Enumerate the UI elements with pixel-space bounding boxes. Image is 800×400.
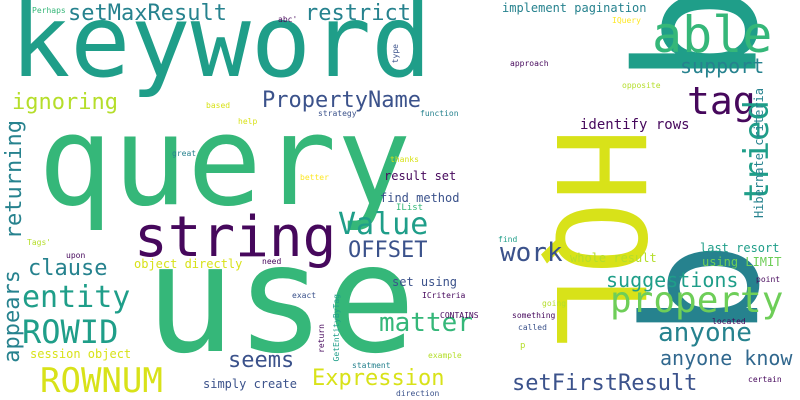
word-return: return [317, 324, 326, 353]
word-get-entity-by-tag: GetEntityByTag [332, 294, 341, 362]
word-find: find [498, 235, 518, 244]
word-object-directly: object directly [134, 257, 243, 271]
word-support: support [680, 54, 765, 78]
word-session-object: session object [30, 347, 132, 361]
word-ilist: IList [396, 203, 424, 213]
word-something: something [512, 311, 556, 320]
word-suggestions: suggestions [606, 268, 739, 292]
word-anyone-know: anyone know [660, 346, 793, 370]
word-appears: appears [0, 270, 25, 363]
word-identify-rows: identify rows [580, 117, 690, 133]
word-anyone: anyone [658, 318, 752, 348]
word-q-top: q [624, 0, 800, 84]
word-last-resort: last resort [700, 241, 780, 255]
word-function: function [420, 109, 459, 118]
word-example: example [428, 351, 462, 360]
word-property-name: PropertyName [262, 88, 421, 113]
word-better: better [300, 173, 329, 182]
word-opposite: opposite [622, 81, 661, 90]
word-clause: clause [28, 256, 108, 281]
word-whole-result: whole result [570, 251, 657, 265]
word-going: going [542, 299, 567, 308]
word-simply-create: simply create [203, 377, 297, 391]
word-find-method: find method [380, 191, 460, 205]
word-returning: returning [2, 120, 27, 240]
word-iquery: IQuery [612, 16, 641, 25]
word-direction: direction [396, 389, 440, 398]
word-called: called [518, 323, 547, 332]
word-approach: approach [510, 59, 549, 68]
word-hibernate-criteria: Hibernate criteria [752, 88, 766, 219]
word-p: p [520, 341, 526, 351]
word-able: able [652, 6, 773, 64]
word-implement-pagination: implement pagination [502, 1, 647, 15]
word-upon: upon [66, 251, 86, 260]
word-based: based [206, 101, 231, 110]
word-keyword: keyword [10, 0, 432, 100]
word-type: type [391, 44, 400, 64]
word-rownum: ROWNUM [40, 361, 163, 400]
word-matter: matter [379, 308, 473, 338]
word-tag: tag [687, 79, 756, 123]
word-set-first-result: setFirstResult [512, 371, 698, 396]
word-exact: exact [292, 291, 317, 300]
word-rowid: ROWID [22, 313, 119, 351]
word-value: Value [338, 207, 429, 242]
word-seems: seems [228, 348, 295, 373]
word-using-limit: using LIMIT [702, 255, 782, 269]
word-great: great [172, 149, 197, 158]
word-tags: Tags' [27, 238, 52, 247]
word-string: string [134, 205, 337, 270]
word-point: point [756, 275, 781, 284]
word-need: need [262, 257, 282, 266]
word-query: query [38, 90, 412, 234]
word-contains: CONTAINS [440, 311, 479, 320]
word-ignoring: ignoring [12, 90, 118, 115]
word-q-bottom: q [632, 240, 800, 337]
word-certain: certain [748, 375, 782, 384]
word-expression: Expression [312, 366, 445, 391]
word-icriteria: ICriteria [422, 291, 466, 300]
word-help: help [238, 117, 258, 126]
word-set-using: set using [392, 275, 458, 289]
word-property: property [610, 280, 784, 321]
word-hql: HQL [528, 128, 670, 349]
word-offset: OFFSET [348, 238, 428, 263]
word-restrict: restrict [305, 1, 411, 26]
word-perhaps: Perhaps [32, 6, 66, 15]
word-set-max-result: setMaxResult [68, 1, 227, 26]
word-use: use [145, 213, 416, 387]
word-statment: statment [352, 361, 391, 370]
word-result-set: result set [384, 169, 457, 183]
word-entity: entity [22, 280, 131, 315]
word-thanks: thanks [390, 155, 419, 164]
word-strategy: strategy [318, 109, 357, 118]
word-work: work [500, 238, 563, 268]
word-abc: abc' [278, 15, 298, 24]
word-located: located [712, 317, 746, 326]
